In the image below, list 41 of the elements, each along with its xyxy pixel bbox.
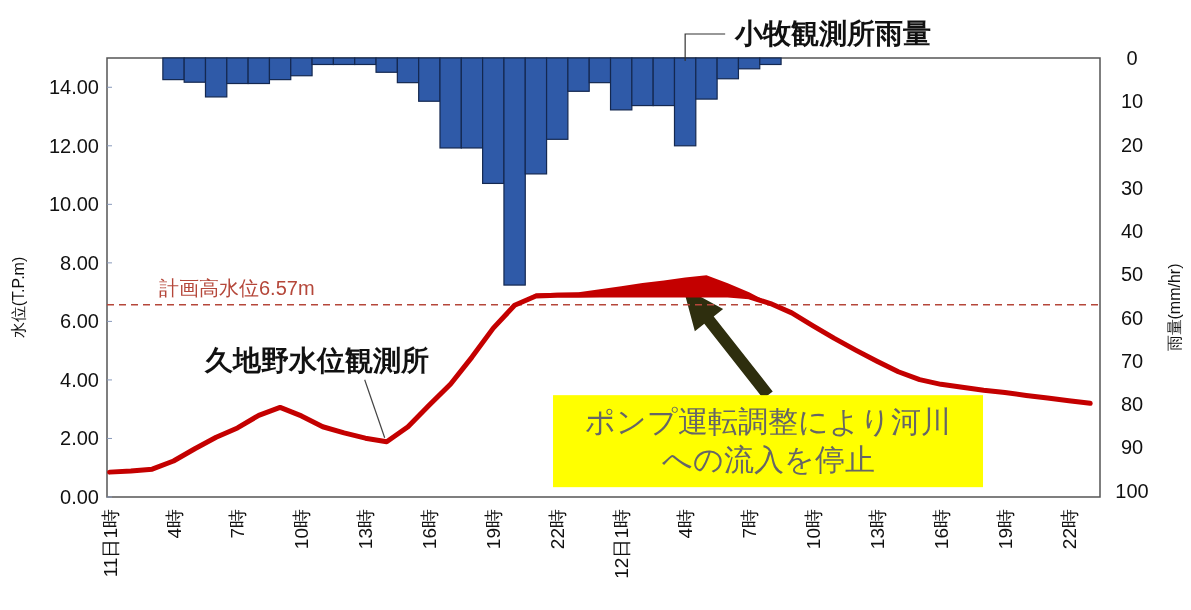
y-tick-label: 8.00 xyxy=(60,251,99,274)
y-tick-label: 6.00 xyxy=(60,310,99,333)
y2-tick-label: 20 xyxy=(1120,133,1144,156)
y2-axis-title: 雨量(mm/hr) xyxy=(1166,263,1183,352)
x-tick-label: 16時 xyxy=(419,509,441,550)
x-tick-label: 4時 xyxy=(675,509,697,539)
y-tick-label: 14.00 xyxy=(48,76,99,99)
series-label: 久地野水位観測所 xyxy=(203,344,429,376)
x-tick-label: 10時 xyxy=(291,509,313,550)
x-tick-label: 7時 xyxy=(227,509,249,539)
y2-tick-label: 60 xyxy=(1120,306,1144,329)
y2-tick-label: 0 xyxy=(1126,47,1138,69)
x-tick-label: 12日1時 xyxy=(611,509,633,579)
x-tick-label: 11日1時 xyxy=(99,509,121,578)
y2-tick-label: 70 xyxy=(1120,349,1144,372)
y2-tick-label: 10 xyxy=(1120,90,1144,113)
x-tick-label: 19時 xyxy=(483,509,505,550)
ref-line-label: 計画高水位6.57m xyxy=(159,276,315,299)
x-tick-label: 22時 xyxy=(547,509,569,550)
y-tick-label: 12.00 xyxy=(48,134,99,157)
annotation: ポンプ運転調整により河川への流入を停止 xyxy=(585,405,952,477)
y-tick-label: 2.00 xyxy=(60,427,99,450)
x-tick-label: 13時 xyxy=(867,509,889,550)
x-tick-label: 19時 xyxy=(994,509,1016,550)
x-tick-label: 4時 xyxy=(163,509,185,539)
y-tick-label: 4.00 xyxy=(60,368,99,391)
series-label: 小牧観測所雨量 xyxy=(734,18,932,49)
x-tick-label: 7時 xyxy=(739,509,761,539)
y2-tick-label: 80 xyxy=(1120,393,1144,416)
y2-tick-label: 90 xyxy=(1120,436,1144,459)
x-tick-label: 13時 xyxy=(355,509,377,550)
y-axis-title: 水位(T.P.m) xyxy=(10,256,27,339)
y2-tick-label: 30 xyxy=(1120,176,1144,199)
x-tick-label: 16時 xyxy=(930,509,952,550)
y2-tick-label: 100 xyxy=(1115,479,1149,502)
y2-tick-label: 50 xyxy=(1120,263,1144,286)
y-tick-label: 10.00 xyxy=(48,193,99,216)
y-tick-label: 0.00 xyxy=(60,486,99,508)
x-tick-label: 22時 xyxy=(1058,509,1080,550)
x-tick-label: 10時 xyxy=(803,509,825,550)
y2-tick-label: 40 xyxy=(1120,220,1144,242)
